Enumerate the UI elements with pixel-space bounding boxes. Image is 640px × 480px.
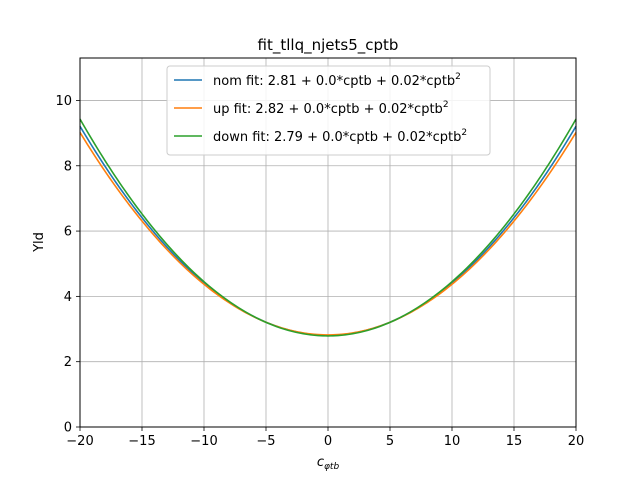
y-tick-label: 6 [64, 225, 72, 240]
legend: nom fit: 2.81 + 0.0*cptb + 0.02*cptb2 up … [166, 65, 491, 156]
x-tick-label: 20 [568, 434, 585, 449]
x-axis-title: cφtb [317, 455, 340, 472]
legend-label: nom fit: 2.81 + 0.0*cptb + 0.02*cptb2 [213, 72, 461, 89]
x-tick-label: 5 [386, 434, 394, 449]
y-tick-label: 4 [64, 290, 72, 305]
x-tick-label: 10 [444, 434, 461, 449]
legend-box [166, 65, 491, 156]
series-line-1 [79, 132, 577, 336]
y-tick-label: 0 [64, 421, 72, 436]
x-tick-label: −10 [190, 434, 217, 449]
y-tick-label: 8 [64, 159, 72, 174]
series-line-2 [79, 118, 577, 337]
legend-label: up fit: 2.82 + 0.0*cptb + 0.02*cptb2 [213, 100, 449, 117]
x-axis-title-main: c [317, 455, 324, 470]
y-ticks: 0 2 4 6 8 10 [55, 94, 80, 436]
x-tick-label: −5 [256, 434, 275, 449]
chart-title: fit_tllq_njets5_cptb [258, 36, 399, 55]
x-tick-label: −20 [66, 434, 93, 449]
y-axis-title: Yld [32, 232, 47, 253]
series-group [79, 118, 577, 337]
x-tick-label: −15 [128, 434, 155, 449]
x-tick-label: 15 [506, 434, 523, 449]
x-ticks: −20 −15 −10 −5 0 5 10 15 20 [66, 427, 584, 449]
x-axis-title-sub: φtb [324, 462, 339, 472]
y-tick-label: 10 [55, 94, 72, 109]
legend-label: down fit: 2.79 + 0.0*cptb + 0.02*cptb2 [213, 128, 467, 145]
x-tick-label: 0 [324, 434, 332, 449]
y-tick-label: 2 [64, 355, 72, 370]
